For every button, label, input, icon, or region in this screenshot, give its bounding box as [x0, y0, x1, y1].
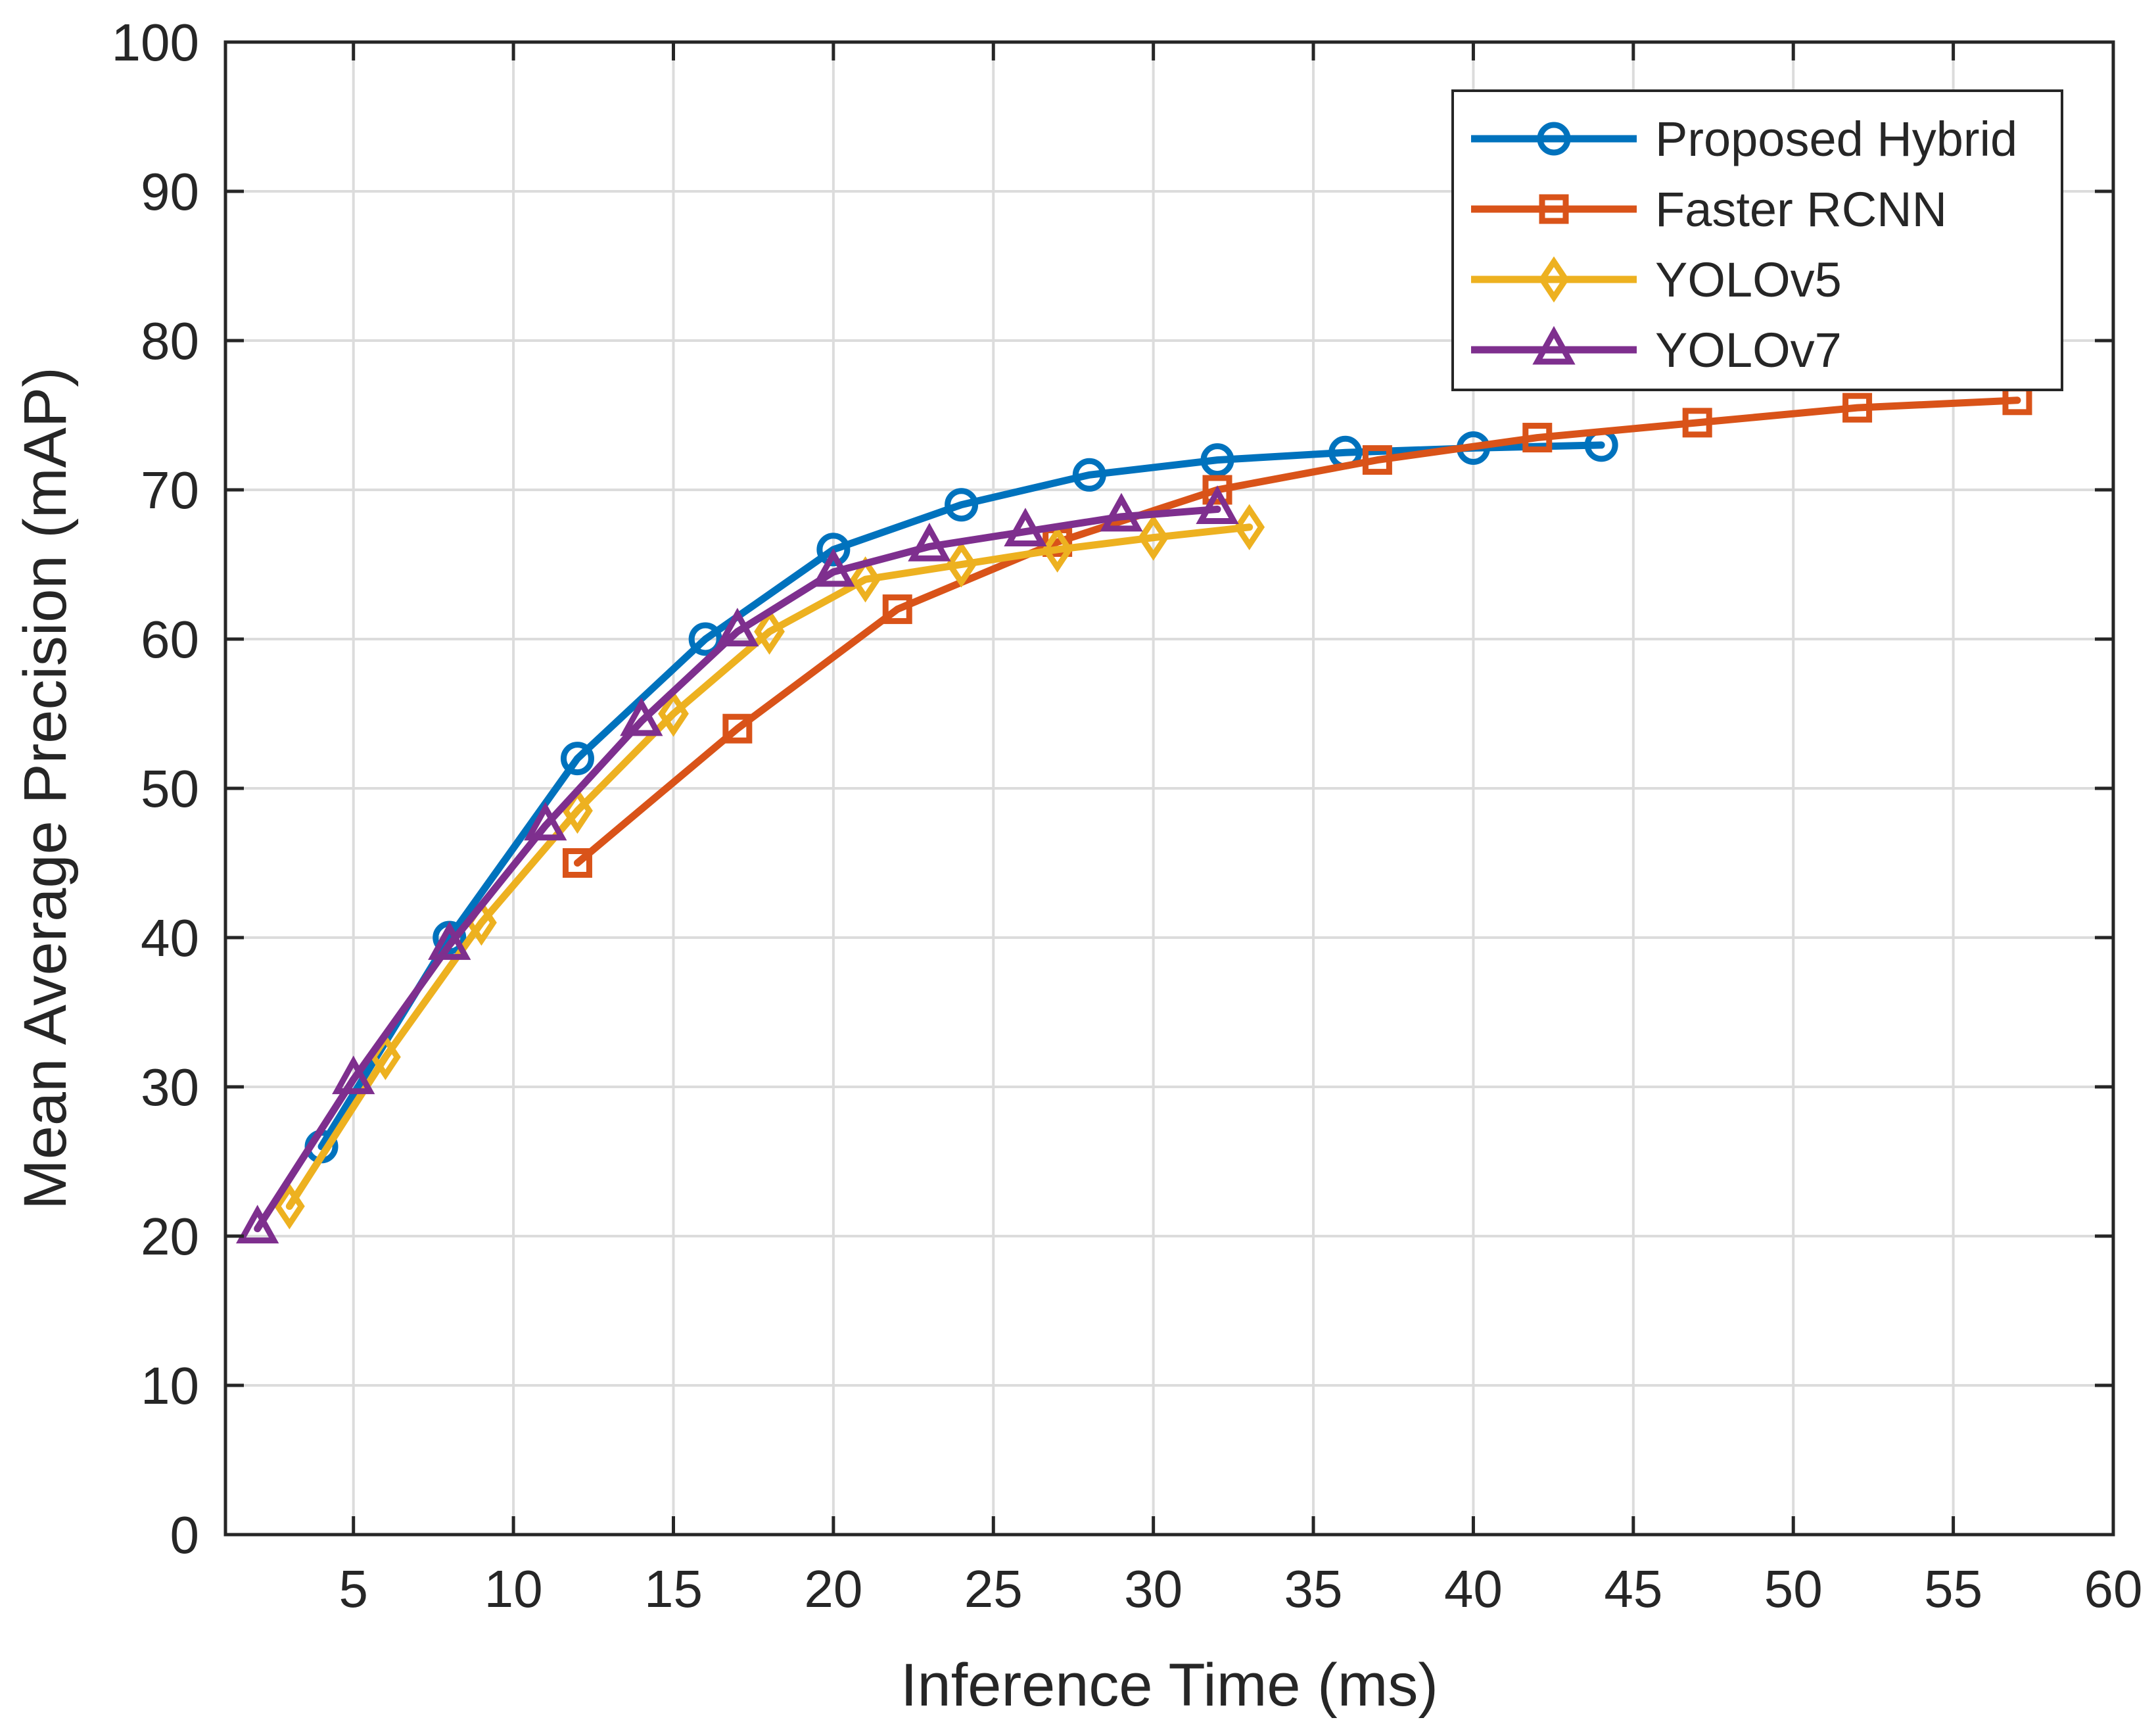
y-tick-label: 40	[141, 909, 199, 967]
data-point-yolov5	[754, 608, 785, 655]
y-tick-label: 80	[141, 312, 199, 370]
data-point-proposed-hybrid	[816, 533, 851, 567]
data-point-yolov5	[946, 541, 977, 588]
data-point-yolov7	[1100, 492, 1143, 532]
y-tick-label: 0	[170, 1506, 200, 1564]
data-point-yolov5	[658, 690, 689, 737]
data-point-proposed-hybrid	[1200, 443, 1234, 477]
x-tick-label: 10	[484, 1560, 543, 1618]
y-tick-label: 60	[141, 610, 199, 669]
tick-labels: 5 10 15 20 25 30 35 40 45 50 55 60 0 10 20 30 40 50 60 70 80…	[112, 13, 2143, 1618]
x-tick-label: 55	[1924, 1560, 1982, 1618]
legend-item-proposed-hybrid: Proposed Hybrid	[1471, 112, 2017, 166]
x-tick-label: 5	[339, 1560, 368, 1618]
data-point-faster-rcnn	[1522, 423, 1553, 453]
y-tick-label: 10	[141, 1356, 199, 1415]
data-point-faster-rcnn	[1842, 393, 1873, 423]
x-tick-label: 30	[1124, 1560, 1183, 1618]
data-point-faster-rcnn	[1682, 408, 1712, 438]
series-line-faster-rcnn	[573, 396, 2021, 867]
data-point-faster-rcnn	[1202, 475, 1232, 505]
y-tick-label: 90	[141, 162, 199, 221]
legend-label-yolov5: YOLOv5	[1655, 252, 1842, 307]
legend-marker-yolov5	[1538, 256, 1570, 303]
data-point-yolov7	[332, 1055, 375, 1095]
x-tick-label: 15	[644, 1560, 703, 1618]
x-tick-label: 25	[964, 1560, 1023, 1618]
series-yolov7	[236, 485, 1239, 1244]
data-point-yolov5	[1138, 514, 1169, 561]
data-point-proposed-hybrid	[1072, 458, 1106, 492]
y-tick-label: 70	[141, 461, 199, 519]
data-point-yolov7	[524, 801, 567, 841]
x-tick-label: 20	[804, 1560, 862, 1618]
x-tick-label: 50	[1764, 1560, 1823, 1618]
y-tick-label: 20	[141, 1207, 199, 1266]
y-tick-label: 100	[112, 13, 199, 72]
data-point-yolov7	[1196, 485, 1239, 525]
legend-item-yolov5: YOLOv5	[1471, 252, 1842, 307]
data-point-yolov7	[812, 548, 855, 587]
legend-item-faster-rcnn: Faster RCNN	[1471, 182, 1947, 237]
x-tick-label: 45	[1604, 1560, 1662, 1618]
data-point-yolov7	[428, 921, 471, 960]
y-tick-label: 50	[141, 759, 199, 818]
data-point-proposed-hybrid	[945, 488, 979, 522]
legend-label-faster-rcnn: Faster RCNN	[1655, 182, 1947, 237]
data-point-yolov7	[908, 522, 951, 562]
data-point-yolov5	[850, 556, 881, 603]
series-yolov5	[273, 504, 1265, 1230]
data-point-faster-rcnn	[882, 594, 912, 625]
data-point-proposed-hybrid	[560, 742, 594, 776]
series-line-yolov7	[254, 506, 1221, 1233]
data-point-faster-rcnn	[722, 713, 753, 744]
legend-marker-yolov7	[1532, 325, 1576, 365]
data-point-yolov5	[273, 1183, 305, 1230]
legend-item-yolov7: YOLOv7	[1471, 323, 1842, 377]
data-point-yolov7	[1004, 508, 1047, 547]
x-tick-label: 60	[2084, 1560, 2143, 1618]
series-line-yolov5	[285, 523, 1254, 1210]
data-point-faster-rcnn	[562, 848, 592, 878]
legend-label-proposed-hybrid: Proposed Hybrid	[1655, 112, 2017, 166]
data-point-yolov7	[716, 608, 759, 647]
x-tick-label: 40	[1444, 1560, 1503, 1618]
data-point-faster-rcnn	[1362, 445, 1392, 475]
legend: Proposed Hybrid Faster RCNN YOLOv5 YOLOv7	[1451, 89, 2063, 391]
x-axis-label: Inference Time (ms)	[901, 1652, 1438, 1719]
x-tick-label: 35	[1284, 1560, 1343, 1618]
y-tick-label: 30	[141, 1058, 199, 1116]
legend-marker-proposed-hybrid	[1537, 122, 1571, 156]
data-point-yolov7	[236, 1205, 279, 1244]
data-point-proposed-hybrid	[688, 622, 722, 656]
data-point-yolov5	[1234, 504, 1265, 550]
data-point-yolov7	[620, 697, 663, 736]
legend-marker-faster-rcnn	[1539, 194, 1569, 224]
y-axis-label: Mean Average Precision (mAP)	[12, 367, 79, 1210]
axis-ticks	[225, 40, 2115, 1537]
series-group	[236, 385, 2032, 1244]
legend-label-yolov7: YOLOv7	[1655, 323, 1842, 377]
data-point-yolov5	[1042, 526, 1073, 573]
data-point-yolov5	[562, 787, 593, 834]
